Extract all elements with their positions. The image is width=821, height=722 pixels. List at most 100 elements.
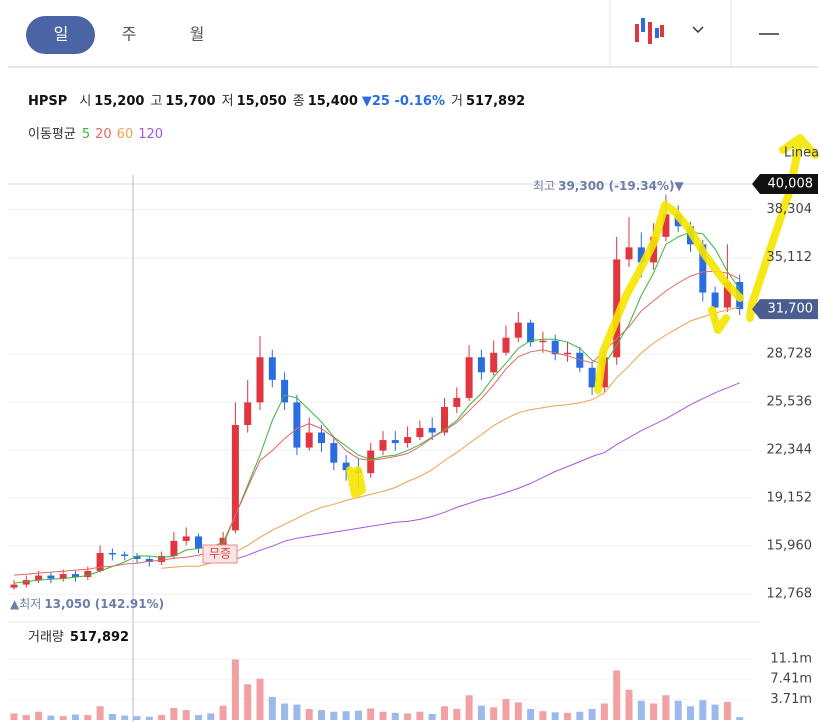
volume-bar (514, 702, 522, 720)
legend-entry: 5 (82, 127, 90, 142)
volume-bar (244, 684, 252, 720)
volume-bar (121, 715, 129, 720)
candle-body (195, 536, 202, 549)
volume-bar (256, 678, 264, 720)
candle-body (35, 575, 43, 581)
candle-body (72, 574, 79, 578)
y-tick-label: 11.1m (770, 651, 812, 666)
volume-bar (551, 712, 559, 720)
volume-bar (477, 705, 485, 720)
tab[interactable]: 주 (122, 25, 137, 44)
price-marker (752, 299, 818, 320)
legend-entry: 20 (95, 127, 112, 142)
volume-bar (637, 700, 645, 720)
candle-body (145, 558, 153, 563)
candle-body (231, 425, 239, 531)
volume-bar (35, 711, 43, 720)
chevron[interactable] (692, 26, 704, 34)
volume-bar (650, 703, 658, 720)
volume-bar (441, 706, 448, 720)
volume-bar (231, 659, 239, 720)
volume-bar (354, 710, 362, 720)
candle-body (10, 584, 18, 588)
candle-body (22, 580, 30, 585)
volume-bar (108, 713, 116, 720)
volume-bar (391, 712, 399, 720)
tab[interactable]: 일 (54, 25, 69, 44)
volume-caption: 거래량 517,892 (28, 630, 129, 645)
volume-bar (428, 713, 436, 720)
candle-body (96, 552, 104, 572)
candle-body (404, 437, 412, 444)
volume-bar (22, 715, 30, 720)
candle-body (477, 357, 485, 373)
candle-body (539, 340, 547, 343)
candle-body (318, 432, 325, 444)
candle-body (428, 428, 436, 433)
volume-bar (219, 705, 227, 720)
volume-bar (527, 709, 535, 720)
volume-bar (625, 689, 633, 720)
candle-body (514, 322, 522, 338)
chart-type-icon[interactable] (635, 18, 664, 44)
candle-body (121, 554, 129, 556)
y-tick-label: 28,728 (767, 346, 813, 361)
volume-bar (96, 706, 104, 720)
event-note: 무증 (209, 547, 231, 561)
volume-bar (170, 707, 178, 720)
volume-bar (293, 704, 301, 720)
candle-body (699, 244, 707, 293)
candle-body (490, 352, 498, 373)
candle-body (502, 337, 510, 353)
candle-body (133, 555, 141, 559)
tab[interactable]: 월 (190, 25, 205, 44)
volume-bar (502, 699, 510, 720)
candle-body (711, 292, 719, 308)
price-marker (752, 174, 818, 194)
y-tick-label: 19,152 (767, 490, 813, 505)
legend-entry: 60 (117, 127, 134, 142)
candle-body (662, 214, 670, 237)
tab-active-bg[interactable] (26, 16, 95, 54)
candle-body (379, 440, 387, 451)
y-tick-label: 15,960 (767, 539, 813, 554)
volume-bar (379, 711, 387, 720)
volume-bar (47, 715, 55, 720)
volume-bar (145, 716, 153, 720)
volume-bar (539, 711, 547, 720)
volume-bar (268, 696, 276, 720)
ma-line (13, 231, 741, 584)
volume-bar (10, 713, 18, 720)
candle-body (268, 357, 276, 380)
volume-bar (404, 713, 412, 720)
y-tick-label: 22,344 (767, 442, 813, 457)
volume-bar (465, 695, 473, 720)
volume-bar (711, 704, 719, 720)
volume-bar (72, 714, 79, 720)
volume-bar (305, 709, 313, 720)
ma-legend: 이동평균 5 20 60 120 (28, 127, 163, 142)
volume-bar (687, 706, 694, 720)
volume-bar (330, 711, 338, 720)
low-note: ▲최저 13,050 (142.91%) (10, 597, 164, 611)
volume-bar (490, 707, 498, 720)
candle-body (281, 379, 289, 403)
candle-body (465, 357, 473, 398)
volume-bar (674, 700, 682, 720)
candle-body (305, 432, 313, 448)
y-tick-label: 35,112 (767, 250, 813, 265)
y-tick-label: 25,536 (767, 394, 813, 409)
legend-entry: 120 (138, 127, 163, 142)
volume-bar (84, 715, 92, 720)
volume-bar (158, 715, 166, 720)
candle-body (47, 575, 55, 579)
y-tick-label: 38,304 (767, 202, 813, 217)
candle-body (625, 247, 633, 260)
volume-bar (613, 670, 621, 720)
volume-bar (59, 716, 67, 720)
candle-body (723, 281, 731, 308)
ma-line (235, 382, 740, 560)
candle-body (588, 367, 596, 388)
volume-bar (318, 710, 325, 720)
y-tick-label: 7.41m (770, 672, 812, 687)
